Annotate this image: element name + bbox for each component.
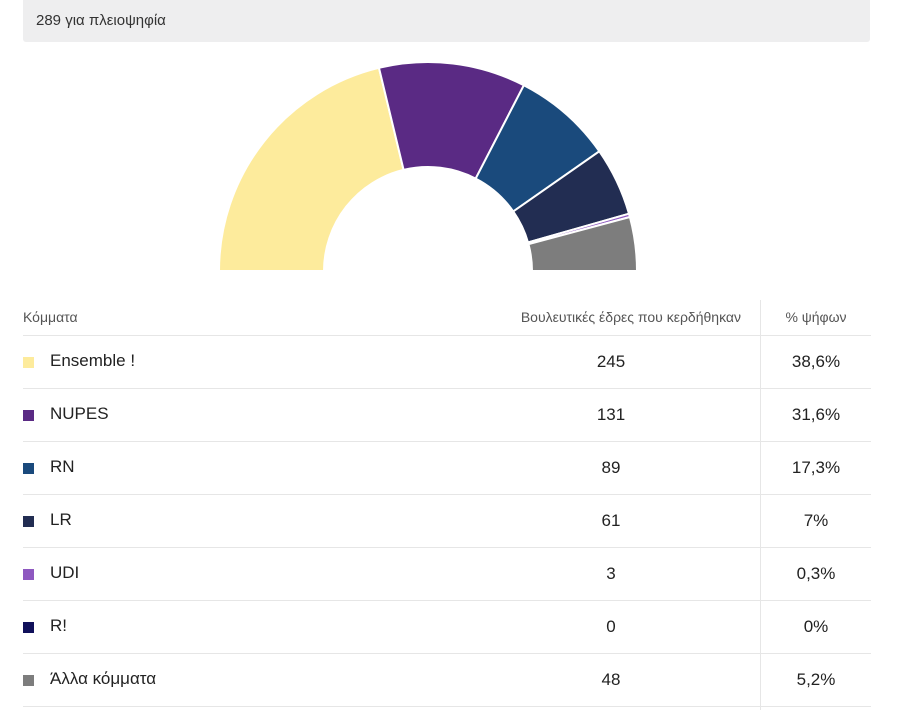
party-name: Άλλα κόμματα [50, 669, 157, 688]
party-name: LR [50, 510, 72, 529]
table-row: Άλλα κόμματα 48 5,2% [23, 654, 871, 707]
seat-count: 48 [601, 670, 621, 689]
vote-share: 38,6% [791, 352, 841, 371]
vote-share: 0% [803, 617, 829, 636]
legend-swatch-ensemble [23, 357, 34, 368]
vote-share: 31,6% [791, 405, 841, 424]
seat-count: 245 [596, 352, 626, 371]
half-donut-chart [217, 61, 639, 272]
seat-chart [0, 42, 900, 282]
vote-share: 5,2% [796, 670, 836, 689]
legend-swatch-r [23, 622, 34, 633]
majority-threshold-banner: 289 για πλειοψηφία [23, 0, 870, 42]
party-name: R! [50, 616, 67, 635]
majority-text: 289 για πλειοψηφία [36, 12, 166, 29]
header-seats: Βουλευτικές έδρες που κερδήθηκαν [520, 309, 741, 325]
table-header: Κόμματα Βουλευτικές έδρες που κερδήθηκαν… [23, 300, 871, 336]
table-row: RN 89 17,3% [23, 442, 871, 495]
table-row: NUPES 131 31,6% [23, 389, 871, 442]
seat-count: 89 [601, 458, 621, 477]
seat-count: 0 [606, 617, 616, 636]
vote-share: 0,3% [796, 564, 836, 583]
table-row: LR 61 7% [23, 495, 871, 548]
party-name: Ensemble ! [50, 351, 136, 370]
vote-share: 17,3% [791, 458, 841, 477]
seat-count: 61 [601, 511, 621, 530]
column-divider [760, 300, 761, 710]
table-row: R! 0 0% [23, 601, 871, 654]
party-name: UDI [50, 563, 80, 582]
table-row: UDI 3 0,3% [23, 548, 871, 601]
chart-slices [217, 61, 639, 272]
seat-count: 3 [606, 564, 616, 583]
legend-swatch-other-parties [23, 675, 34, 686]
legend-swatch-lr [23, 516, 34, 527]
results-table: Κόμματα Βουλευτικές έδρες που κερδήθηκαν… [23, 300, 871, 710]
legend-swatch-udi [23, 569, 34, 580]
chart-slice-ensemble [217, 66, 405, 272]
header-vote-share: % ψήφων [785, 309, 847, 325]
seat-count: 131 [596, 405, 626, 424]
table-row: Ensemble ! 245 38,6% [23, 336, 871, 389]
party-name: NUPES [50, 404, 109, 423]
party-name: RN [50, 457, 75, 476]
chart-slice-other-parties [527, 215, 639, 272]
header-parties: Κόμματα [23, 309, 78, 325]
legend-swatch-nupes [23, 410, 34, 421]
legend-swatch-rn [23, 463, 34, 474]
vote-share: 7% [803, 511, 829, 530]
